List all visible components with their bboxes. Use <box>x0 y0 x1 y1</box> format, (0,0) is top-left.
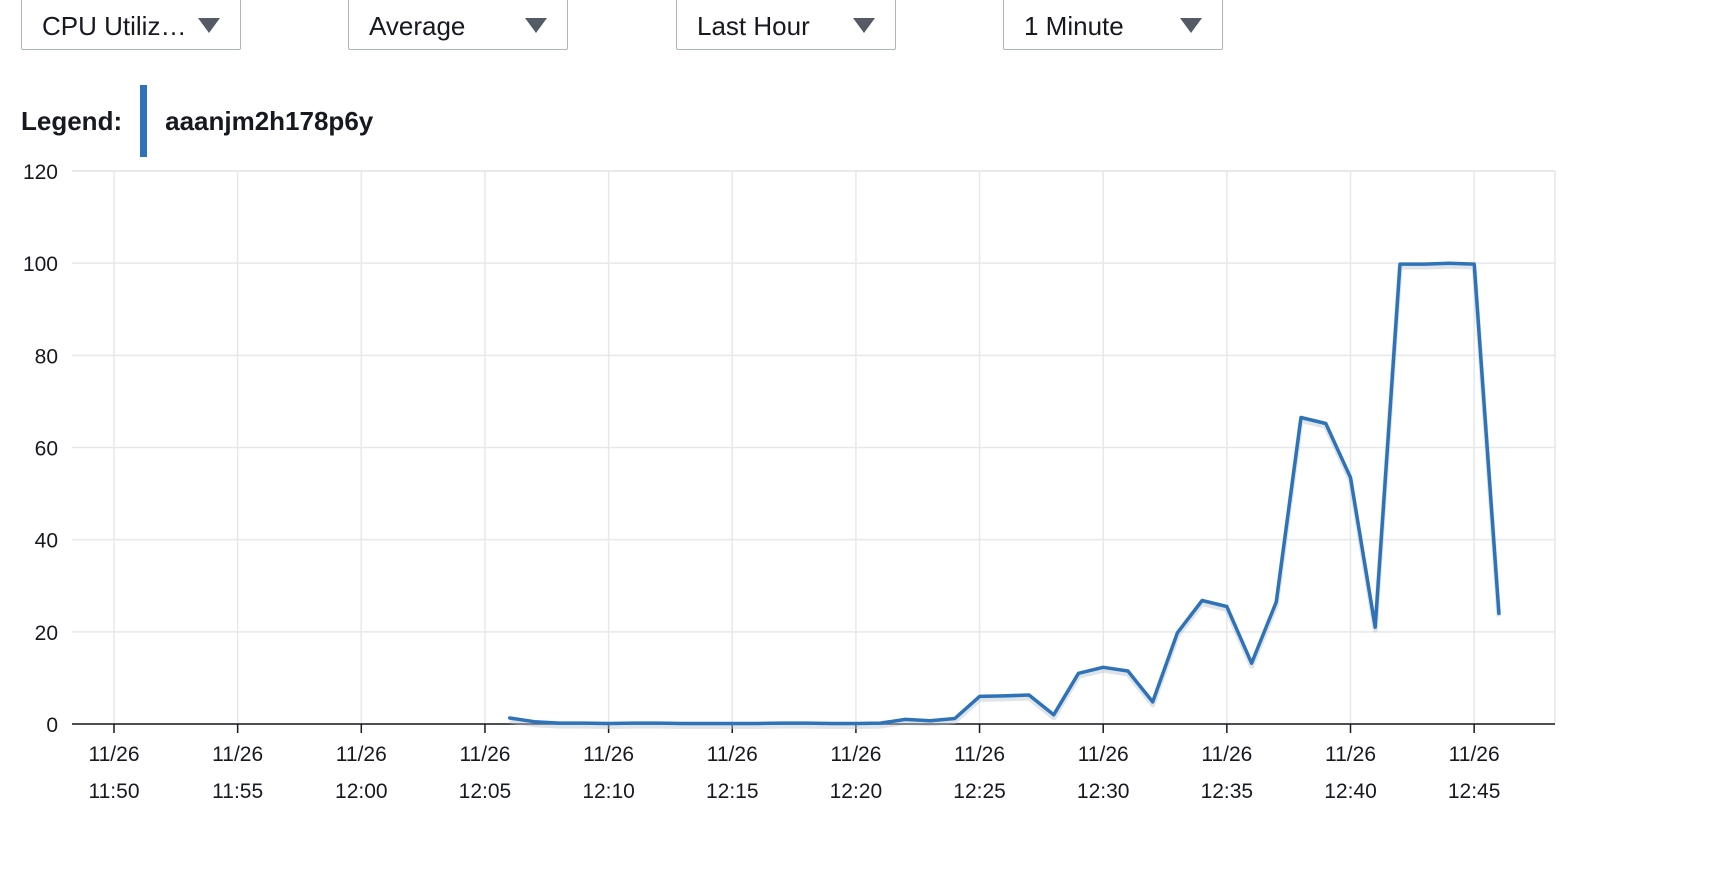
data-point[interactable] <box>1223 602 1231 610</box>
data-point[interactable] <box>654 719 662 727</box>
data-point[interactable] <box>1000 692 1008 700</box>
x-tick-time: 12:40 <box>1324 780 1377 803</box>
data-point[interactable] <box>1297 414 1305 422</box>
x-tick-time: 12:10 <box>582 780 635 803</box>
y-tick-label: 0 <box>46 714 58 737</box>
data-point[interactable] <box>530 718 538 726</box>
data-point[interactable] <box>1470 260 1478 268</box>
x-tick-time: 12:45 <box>1448 780 1501 803</box>
y-tick-label: 100 <box>23 253 58 276</box>
x-tick-date: 11/26 <box>707 743 758 766</box>
caret-down-icon <box>198 17 220 33</box>
data-point[interactable] <box>1074 669 1082 677</box>
data-point[interactable] <box>951 714 959 722</box>
x-tick-time: 12:20 <box>830 780 883 803</box>
y-tick-label: 80 <box>35 345 58 368</box>
data-point[interactable] <box>1445 259 1453 267</box>
data-point[interactable] <box>1347 473 1355 481</box>
data-point[interactable] <box>778 719 786 727</box>
data-point[interactable] <box>753 720 761 728</box>
data-point[interactable] <box>976 692 984 700</box>
metric-dropdown-label: CPU Utiliz… <box>42 10 187 41</box>
cpu-utilization-chart: 0 20 40 60 80 100 120 11/26 11:50 11/26 11:55 11/26… <box>23 161 1556 803</box>
x-tick-date: 11/26 <box>1201 743 1252 766</box>
legend: Legend: aaanjm2h178p6y <box>21 85 374 157</box>
series-line[interactable] <box>507 261 1501 726</box>
y-tick-label: 40 <box>35 530 58 553</box>
x-tick-time: 12:05 <box>459 780 512 803</box>
data-point[interactable] <box>852 720 860 728</box>
x-tick-date: 11/26 <box>954 743 1005 766</box>
data-point[interactable] <box>1198 596 1206 604</box>
data-point[interactable] <box>1099 663 1107 671</box>
data-point[interactable] <box>580 719 588 727</box>
legend-entry[interactable]: aaanjm2h178p6y <box>165 105 374 136</box>
x-tick-time: 12:25 <box>953 780 1006 803</box>
x-tick-time: 12:00 <box>335 780 388 803</box>
x-tick-date: 11/26 <box>1449 743 1500 766</box>
legend-swatch <box>140 85 148 157</box>
data-point[interactable] <box>1396 260 1404 268</box>
x-tick-date: 11/26 <box>89 743 140 766</box>
metric-dropdown[interactable]: CPU Utiliz… <box>21 0 241 50</box>
caret-down-icon <box>853 17 875 33</box>
x-tick-date: 11/26 <box>212 743 263 766</box>
statistic-dropdown-label: Average <box>369 10 466 41</box>
data-point[interactable] <box>605 720 613 728</box>
x-tick-date: 11/26 <box>1325 743 1376 766</box>
data-point[interactable] <box>926 717 934 725</box>
data-point[interactable] <box>1495 609 1503 617</box>
x-tick-date: 11/26 <box>459 743 510 766</box>
x-tick-date: 11/26 <box>1078 743 1129 766</box>
data-point[interactable] <box>827 720 835 728</box>
period-dropdown[interactable]: 1 Minute <box>1003 0 1223 50</box>
caret-down-icon <box>525 17 547 33</box>
data-point[interactable] <box>704 720 712 728</box>
x-tick-time: 12:30 <box>1077 780 1130 803</box>
x-tick-date: 11/26 <box>830 743 881 766</box>
data-point[interactable] <box>1248 659 1256 667</box>
data-point[interactable] <box>1421 260 1429 268</box>
x-tick-time: 11:55 <box>212 780 263 803</box>
x-tick-time: 11:50 <box>89 780 140 803</box>
y-tick-label: 60 <box>35 438 58 461</box>
data-point[interactable] <box>1025 691 1033 699</box>
caret-down-icon <box>1180 17 1202 33</box>
data-point[interactable] <box>679 720 687 728</box>
data-point[interactable] <box>555 719 563 727</box>
legend-title: Legend: <box>21 105 123 136</box>
y-tick-label: 20 <box>35 622 58 645</box>
data-point[interactable] <box>1173 629 1181 637</box>
time-range-dropdown[interactable]: Last Hour <box>676 0 896 50</box>
statistic-dropdown[interactable]: Average <box>348 0 568 50</box>
data-point[interactable] <box>877 719 885 727</box>
data-point[interactable] <box>506 714 514 722</box>
data-point[interactable] <box>1272 598 1280 606</box>
y-tick-label: 120 <box>23 161 58 184</box>
data-point[interactable] <box>629 719 637 727</box>
time-range-dropdown-label: Last Hour <box>697 10 810 41</box>
data-point[interactable] <box>1124 667 1132 675</box>
x-tick-time: 12:15 <box>706 780 759 803</box>
data-point[interactable] <box>1322 420 1330 428</box>
period-dropdown-label: 1 Minute <box>1024 10 1124 41</box>
data-point[interactable] <box>1149 698 1157 706</box>
x-tick-time: 12:35 <box>1201 780 1254 803</box>
x-tick-date: 11/26 <box>583 743 634 766</box>
data-point[interactable] <box>802 719 810 727</box>
data-point[interactable] <box>901 715 909 723</box>
data-point[interactable] <box>1371 623 1379 631</box>
data-point[interactable] <box>728 720 736 728</box>
x-tick-date: 11/26 <box>336 743 387 766</box>
data-point[interactable] <box>1050 711 1058 719</box>
